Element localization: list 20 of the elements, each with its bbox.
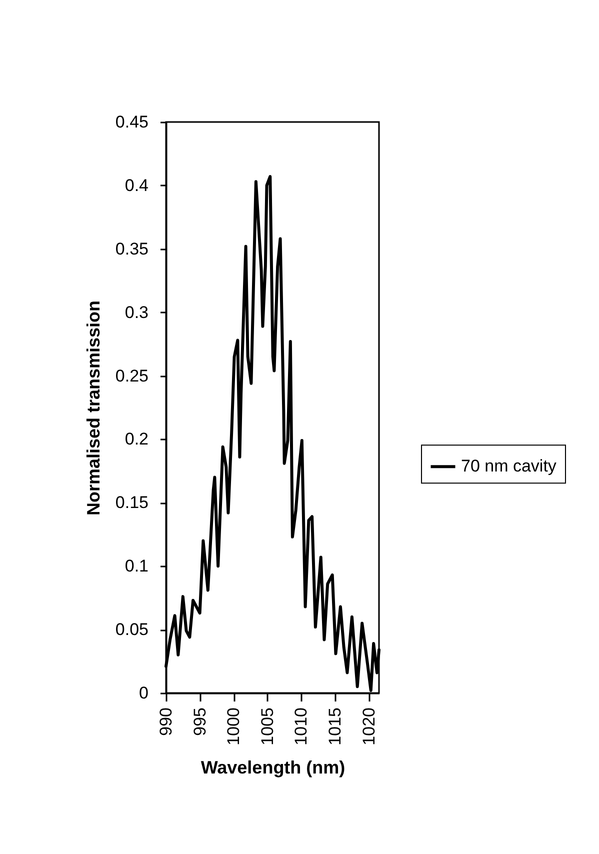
y-tick-label: 0.3 <box>124 302 148 322</box>
y-tick-label: 0.45 <box>115 112 148 132</box>
x-tick-label: 1000 <box>224 708 244 746</box>
y-tick-label: 0.4 <box>124 176 148 195</box>
x-tick-label: 995 <box>190 708 210 736</box>
y-tick-label: 0.25 <box>115 366 148 386</box>
x-tick-label: 990 <box>156 708 176 736</box>
x-axis-title: Wavelength (nm) <box>200 757 346 778</box>
x-tick-label: 1015 <box>326 708 345 746</box>
y-axis-title: Normalised transmission <box>83 300 104 516</box>
y-tick-label: 0 <box>139 684 148 702</box>
y-tick-label: 0.15 <box>115 493 148 512</box>
y-tick-label: 0.2 <box>124 430 148 449</box>
x-tick-label: 1020 <box>359 708 378 746</box>
y-tick-label: 0.05 <box>115 620 148 640</box>
x-tick-label: 1005 <box>258 708 277 746</box>
legend-label: 70 nm cavity <box>461 456 557 476</box>
x-tick-label: 1010 <box>292 708 311 746</box>
y-tick-label: 0.35 <box>115 239 148 258</box>
y-tick-label: 0.1 <box>124 556 148 576</box>
